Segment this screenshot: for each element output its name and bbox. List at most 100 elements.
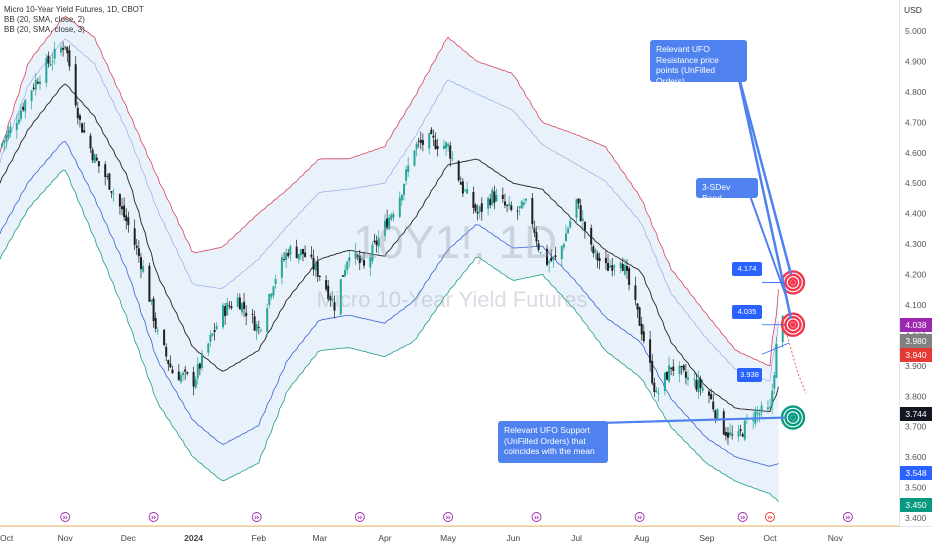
resistance-pointer-low: [735, 69, 793, 319]
candle: [257, 320, 260, 335]
candle-body: [83, 130, 86, 133]
candle: [150, 299, 153, 306]
candle-body: [666, 371, 668, 380]
candle-body: [354, 251, 357, 259]
candle: [325, 275, 328, 292]
x-tick-label: 2024: [184, 533, 203, 543]
candle: [575, 198, 578, 224]
candle: [457, 159, 460, 182]
candle-body: [489, 199, 492, 206]
candle: [449, 141, 452, 167]
candle-body: [724, 432, 727, 436]
resistance-target-low-icon-ring: [790, 322, 796, 328]
level-tag-low[interactable]: 3.938: [737, 368, 762, 382]
candle-body: [634, 285, 637, 300]
candle: [177, 363, 180, 381]
candle-body: [655, 390, 658, 393]
candle: [108, 172, 111, 191]
y-tick-label: 3.600: [905, 452, 927, 462]
candle-body: [403, 184, 405, 195]
candle-body: [432, 135, 435, 138]
level-tag-high[interactable]: 4.174: [732, 262, 762, 276]
candle-body: [369, 257, 372, 268]
level-tag-mid[interactable]: 4.035: [732, 305, 762, 319]
candle-body: [405, 169, 408, 181]
candle-body: [531, 198, 534, 225]
candle: [432, 129, 435, 146]
candle: [710, 388, 713, 400]
candle-body: [66, 47, 69, 54]
candle-body: [575, 199, 578, 218]
candle-body: [280, 257, 283, 278]
candle: [384, 214, 386, 242]
candle: [525, 198, 527, 204]
candle-body: [360, 258, 363, 261]
band-callout[interactable]: 3-SDev Band: [696, 178, 758, 203]
candle-body: [663, 372, 666, 391]
candle-body: [118, 194, 121, 207]
candle-body: [535, 232, 538, 242]
resistance-target-low-icon-ring: [787, 319, 799, 330]
candle-body: [213, 330, 216, 332]
x-tick-label: Nov: [58, 533, 74, 543]
candle: [577, 198, 580, 209]
candle: [682, 363, 685, 373]
candle: [369, 254, 372, 277]
candle: [268, 293, 271, 309]
candle: [34, 72, 37, 96]
candle: [140, 252, 142, 279]
candle: [243, 293, 246, 317]
candle-body: [577, 198, 580, 204]
candle: [712, 393, 715, 412]
candle-body: [344, 270, 346, 277]
candle: [552, 256, 555, 268]
candle: [550, 249, 553, 262]
candle-body: [312, 257, 315, 270]
candle: [388, 214, 391, 231]
candle: [341, 275, 344, 277]
candle-body: [421, 140, 424, 145]
support-callout[interactable]: Relevant UFO Support (UnFilled Orders) t…: [498, 421, 608, 463]
candle-body: [741, 434, 744, 437]
candle-body: [133, 228, 136, 245]
candle: [360, 256, 363, 262]
support-pointer: [599, 416, 786, 425]
candle-body: [613, 266, 616, 268]
candle-body: [386, 218, 389, 229]
x-tick-label: Feb: [251, 533, 266, 543]
resistance-callout[interactable]: Relevant UFO Resistance price points (Un…: [650, 40, 747, 86]
candle: [137, 240, 140, 263]
candle-body: [400, 194, 403, 201]
candle-body: [167, 360, 170, 365]
event-marker-icon: [354, 512, 365, 522]
candle-body: [760, 405, 763, 413]
candle: [228, 300, 231, 310]
candle: [209, 329, 212, 347]
candle: [344, 264, 346, 278]
candle-body: [590, 227, 593, 245]
candle-body: [348, 257, 351, 262]
candle-body: [651, 361, 654, 384]
candle: [241, 302, 243, 316]
candle-body: [758, 413, 761, 416]
candle: [179, 371, 182, 385]
candle-body: [390, 214, 393, 220]
candle: [123, 197, 126, 221]
candle-body: [198, 363, 201, 369]
candle: [596, 250, 599, 269]
candle-body: [49, 63, 52, 66]
candle-body: [510, 205, 513, 210]
candle-body: [194, 379, 197, 388]
candle: [583, 221, 586, 239]
candle-body: [384, 220, 386, 236]
price-label-gray: 3.980: [900, 334, 932, 348]
candle: [104, 161, 107, 186]
candle-body: [604, 258, 607, 264]
candle: [613, 264, 616, 276]
candle-body: [678, 365, 681, 374]
candle: [47, 51, 50, 68]
candle: [590, 224, 593, 252]
candle-body: [434, 139, 437, 149]
candle: [598, 252, 601, 270]
